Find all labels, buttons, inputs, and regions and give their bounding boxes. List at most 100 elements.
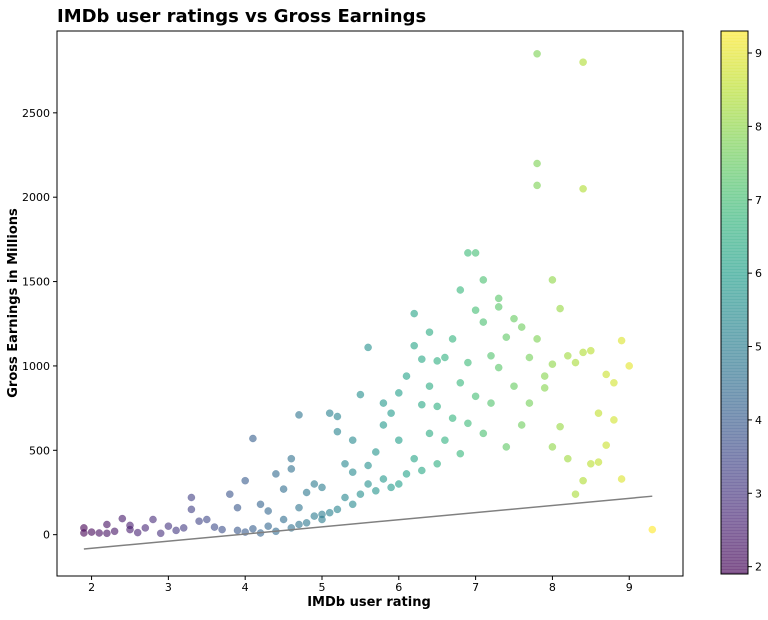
y-tick-label: 500 — [29, 444, 50, 457]
colorbar-fill — [721, 31, 748, 574]
colorbar-frame — [720, 30, 749, 575]
y-tick-label: 1000 — [22, 360, 50, 373]
data-point — [425, 328, 434, 337]
data-point — [95, 529, 104, 537]
data-point — [218, 525, 226, 534]
data-point — [364, 480, 372, 488]
data-point — [410, 454, 419, 463]
data-point — [295, 503, 303, 512]
data-point — [502, 333, 511, 342]
data-point — [441, 353, 449, 362]
data-point — [417, 400, 426, 409]
data-point — [464, 419, 472, 428]
data-point — [563, 351, 572, 360]
data-point — [548, 360, 557, 369]
data-point — [133, 528, 142, 537]
data-point — [387, 483, 395, 492]
data-point — [233, 526, 242, 535]
data-point — [279, 485, 288, 493]
data-point — [371, 448, 380, 456]
data-point — [310, 480, 319, 488]
data-point — [602, 370, 611, 379]
data-point — [433, 402, 442, 411]
data-point — [579, 348, 587, 357]
data-point — [617, 336, 626, 345]
data-point — [556, 304, 564, 313]
y-tick-label: 1500 — [22, 276, 50, 289]
data-point — [241, 476, 250, 485]
data-point — [379, 475, 388, 483]
data-point — [448, 414, 457, 423]
data-point — [187, 505, 196, 514]
data-point — [586, 459, 595, 468]
data-point — [502, 443, 511, 451]
y-axis-label: Gross Earnings in Millions — [6, 208, 21, 398]
data-point — [464, 358, 472, 367]
colorbar-tick-label: 4 — [755, 414, 762, 427]
data-point — [548, 443, 557, 451]
data-point — [394, 436, 403, 445]
data-point — [471, 392, 480, 401]
y-tick-label: 2000 — [22, 191, 50, 204]
data-point — [579, 58, 587, 67]
trend-line — [83, 495, 653, 550]
data-point — [479, 276, 488, 284]
data-point — [479, 318, 488, 326]
data-point — [356, 390, 365, 399]
data-point — [471, 306, 480, 315]
plot-area — [80, 49, 657, 550]
data-point — [417, 355, 426, 364]
data-point — [379, 399, 388, 407]
data-point — [341, 493, 349, 502]
data-point — [195, 517, 203, 526]
x-axis: 2 3 4 5 6 7 8 9 — [88, 576, 633, 594]
data-point — [295, 520, 303, 529]
data-point — [256, 500, 265, 509]
data-point — [540, 384, 549, 392]
data-point — [533, 49, 541, 58]
data-point — [172, 526, 180, 535]
x-axis-label: IMDb user rating — [307, 595, 431, 610]
data-point — [103, 520, 111, 529]
data-point — [333, 427, 342, 436]
data-point — [402, 372, 411, 380]
data-point — [571, 358, 580, 367]
data-point — [179, 524, 188, 532]
data-point — [525, 399, 534, 407]
data-point — [225, 490, 234, 499]
y-axis: 0 500 1000 1500 2000 2500 — [22, 107, 57, 542]
x-tick-label: 5 — [318, 581, 325, 594]
data-point — [356, 490, 365, 499]
data-point — [279, 515, 288, 524]
data-point — [533, 159, 541, 168]
data-point — [594, 409, 603, 418]
data-point — [487, 399, 495, 407]
data-point — [341, 459, 349, 468]
colorbar-tick-label: 7 — [755, 194, 762, 207]
x-tick-label: 2 — [88, 581, 95, 594]
x-tick-label: 9 — [626, 581, 633, 594]
data-point — [517, 323, 526, 331]
data-point — [433, 357, 442, 365]
data-point — [318, 483, 326, 492]
data-point — [448, 335, 457, 343]
data-point — [141, 524, 150, 532]
data-point — [348, 468, 357, 477]
plot-frame — [56, 30, 684, 577]
data-point — [325, 508, 334, 517]
data-point — [302, 518, 311, 527]
data-point — [456, 378, 465, 387]
data-point — [387, 409, 395, 418]
data-point — [425, 382, 434, 391]
data-point — [210, 523, 219, 531]
data-point — [479, 429, 488, 438]
data-point — [617, 475, 626, 483]
data-point — [272, 470, 280, 478]
data-point — [348, 436, 357, 445]
data-point — [625, 362, 634, 370]
data-point — [471, 249, 480, 257]
data-point — [264, 522, 273, 531]
data-point — [394, 480, 403, 488]
data-point — [287, 454, 296, 463]
